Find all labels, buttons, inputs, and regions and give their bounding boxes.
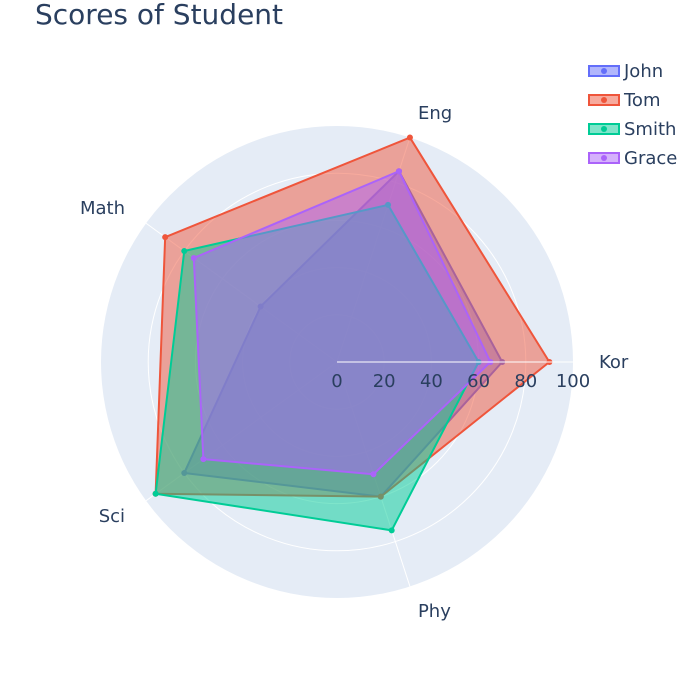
angular-label-sci: Sci — [99, 506, 125, 527]
radial-tick-label: 80 — [514, 371, 537, 392]
legend-marker — [601, 68, 607, 74]
legend-marker — [601, 126, 607, 132]
legend-marker — [601, 97, 607, 103]
radial-tick-label: 100 — [556, 371, 590, 392]
angular-label-math: Math — [80, 198, 125, 219]
series-area — [192, 170, 492, 476]
legend-label: John — [623, 61, 663, 82]
legend-label: Grace — [624, 148, 677, 169]
data-point[interactable] — [388, 527, 395, 534]
legend[interactable]: John Tom Smith Grace — [588, 61, 677, 169]
angular-label-kor: Kor — [599, 352, 629, 373]
radial-axis: 0 20 40 60 80 100 — [331, 361, 590, 392]
data-point[interactable] — [152, 490, 159, 497]
data-point[interactable] — [370, 471, 377, 478]
angular-label-phy: Phy — [418, 601, 451, 622]
radial-tick-label: 0 — [331, 371, 342, 392]
data-point[interactable] — [190, 254, 197, 261]
radial-tick-label: 40 — [420, 371, 443, 392]
angular-axis-labels: Kor Eng Math Sci Phy — [80, 103, 629, 622]
legend-label: Tom — [623, 90, 660, 111]
data-point[interactable] — [406, 134, 413, 141]
data-point[interactable] — [162, 234, 169, 241]
angular-label-eng: Eng — [418, 103, 452, 124]
chart-title: Scores of Student — [35, 0, 283, 31]
series-grace — [190, 168, 494, 478]
legend-marker — [601, 155, 607, 161]
legend-item-smith[interactable]: Smith — [588, 119, 676, 140]
legend-item-tom[interactable]: Tom — [588, 90, 660, 111]
legend-item-grace[interactable]: Grace — [588, 148, 677, 169]
radial-tick-label: 20 — [373, 371, 396, 392]
radial-tick-label: 60 — [467, 371, 490, 392]
data-point[interactable] — [200, 456, 207, 463]
data-point[interactable] — [181, 248, 188, 255]
legend-label: Smith — [624, 119, 676, 140]
legend-item-john[interactable]: John — [588, 61, 663, 82]
data-point[interactable] — [395, 168, 402, 175]
series-layer — [152, 134, 553, 534]
